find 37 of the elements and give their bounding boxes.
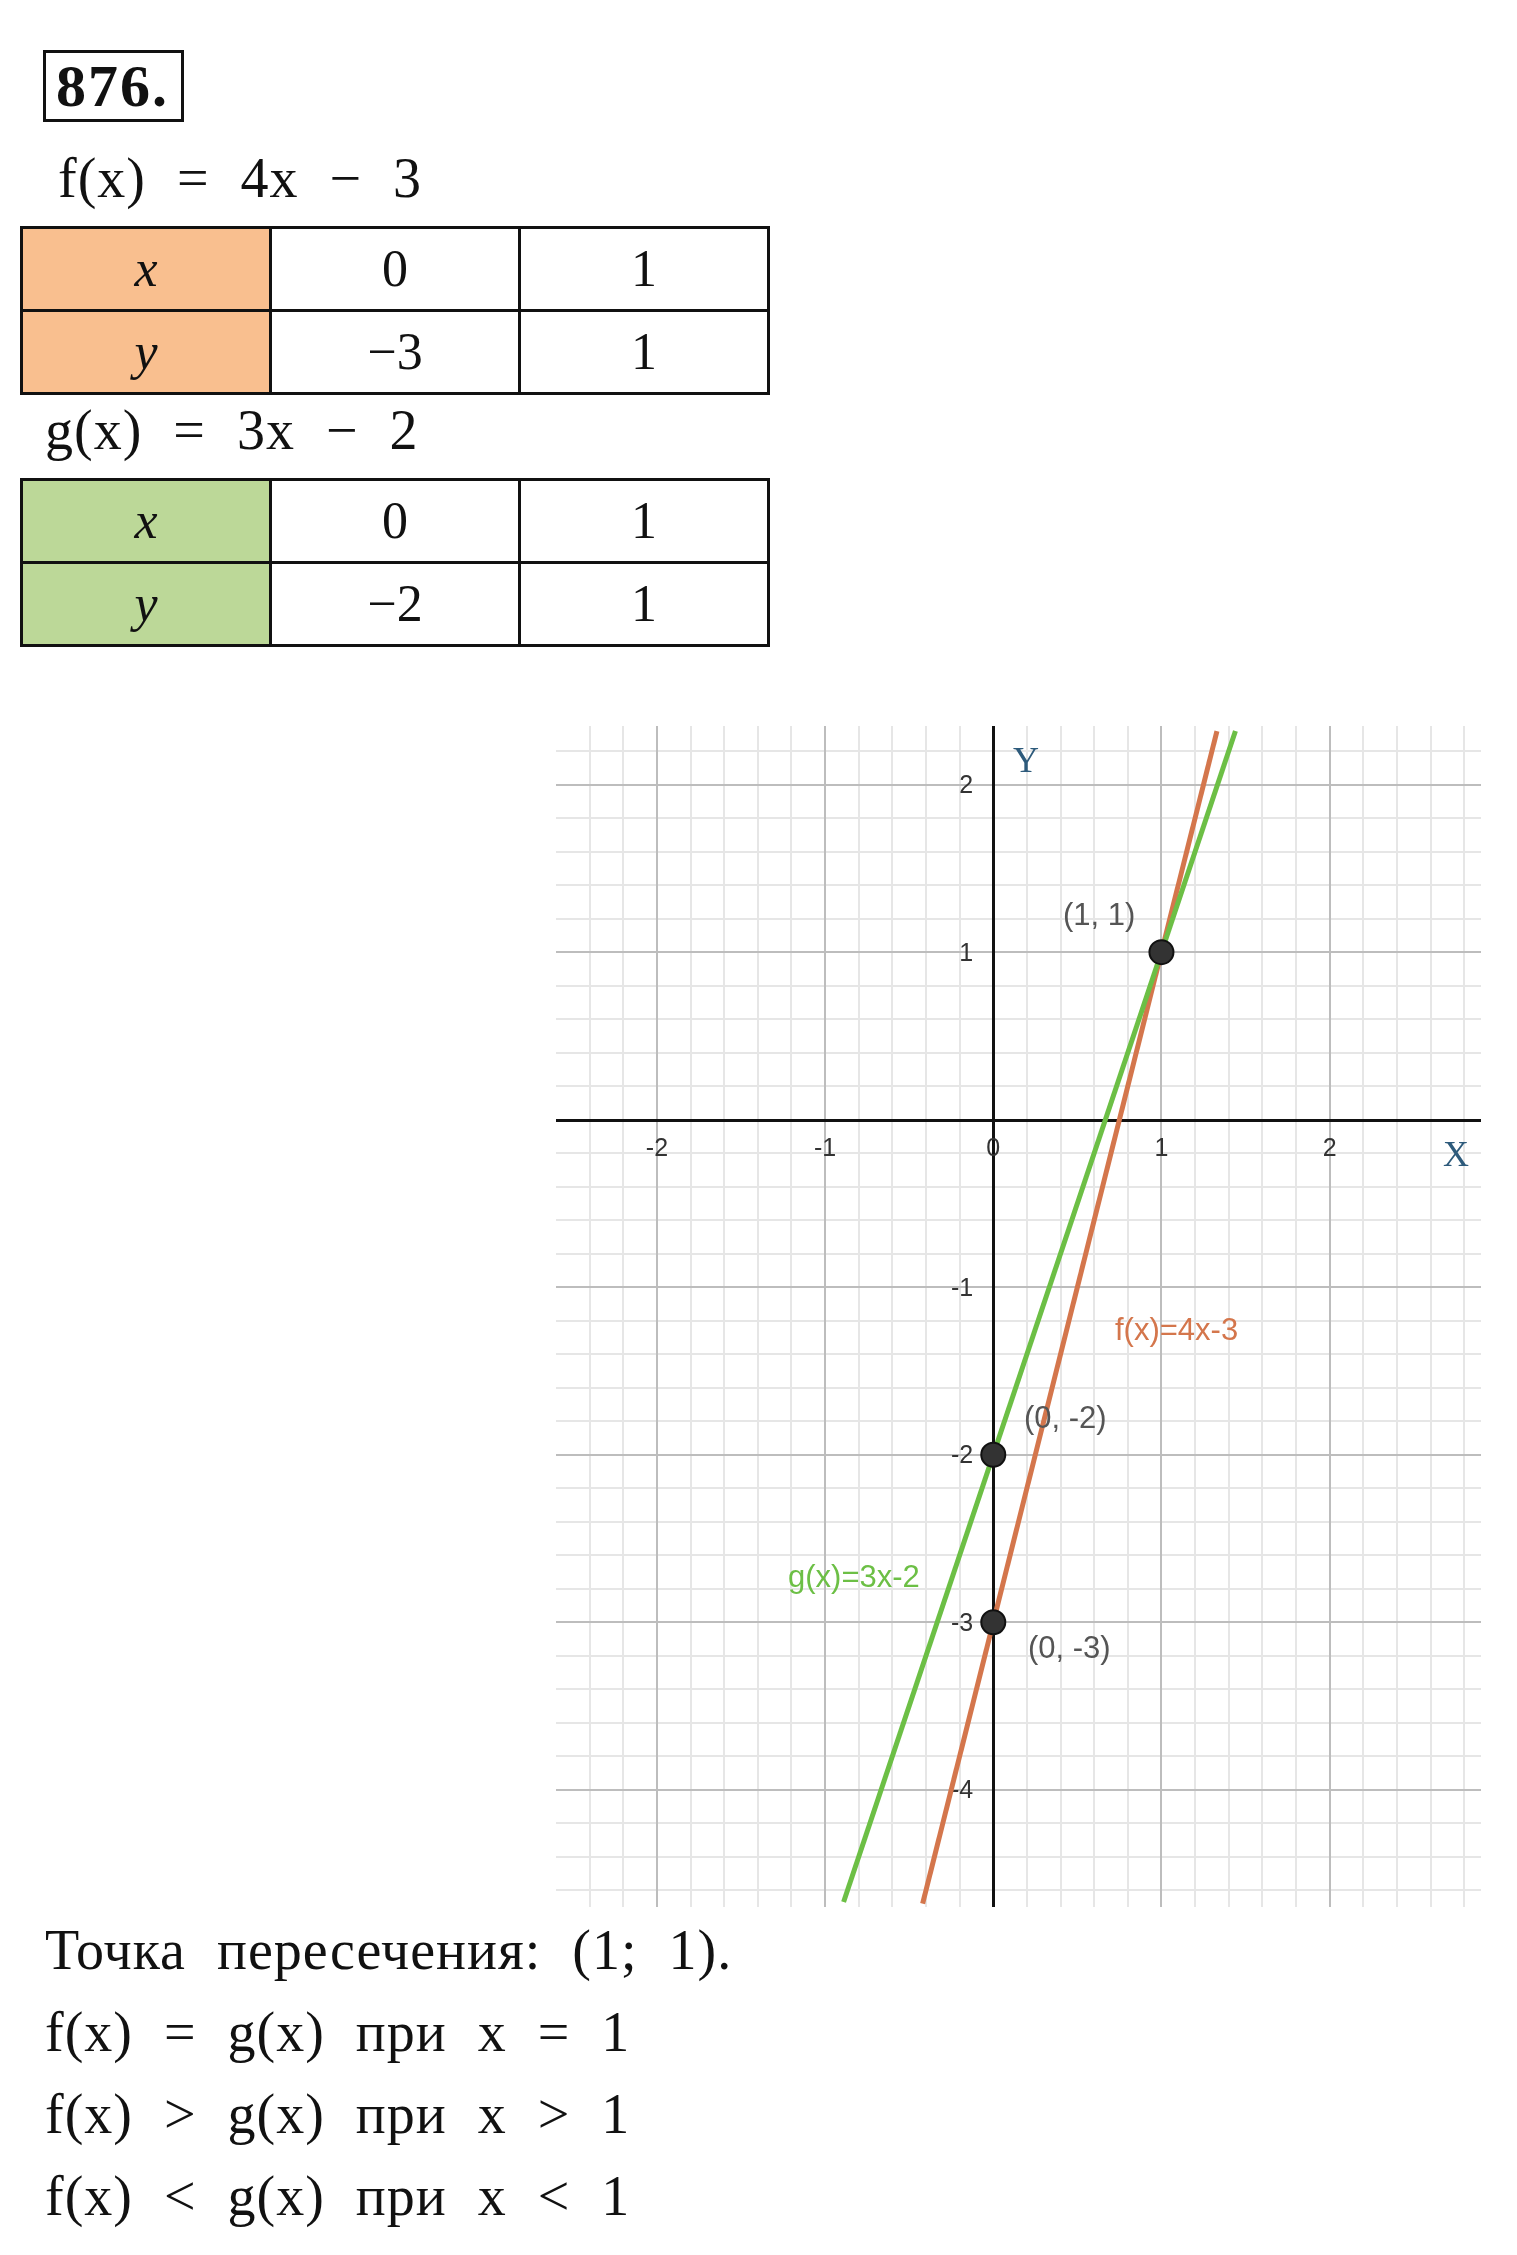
y-tick-label: -3 xyxy=(951,1607,974,1636)
series-label: f(x)=4x-3 xyxy=(1115,1312,1239,1347)
text: 0 xyxy=(270,479,520,563)
point xyxy=(980,1441,1007,1468)
text: x xyxy=(21,227,271,311)
chart-title: 876. xyxy=(43,50,184,122)
text: 1 xyxy=(519,310,769,394)
x-tick-label: -2 xyxy=(645,1132,669,1161)
text: 1 xyxy=(519,562,769,646)
x-tick-label: 2 xyxy=(1322,1132,1337,1161)
text: g(x) = 3x − 2 xyxy=(45,399,419,461)
y-tick-label: 1 xyxy=(959,937,974,966)
text: 0 xyxy=(270,227,520,311)
y-tick-label: -4 xyxy=(951,1775,974,1804)
annotation: (0, -3) xyxy=(1028,1630,1111,1665)
text: f(x) > g(x) при x > 1 xyxy=(45,2083,631,2145)
text: 1 xyxy=(519,479,769,563)
x-tick-label: -1 xyxy=(813,1132,837,1161)
text: f(x) < g(x) при x < 1 xyxy=(45,2165,631,2227)
text: y xyxy=(21,562,271,646)
text: Точка пересечения: (1; 1). xyxy=(45,1919,733,1981)
text: x xyxy=(21,479,271,563)
x-tick-label: 1 xyxy=(1154,1132,1169,1161)
y-axis-title: Y xyxy=(1013,740,1039,780)
text: f(x) = 4x − 3 xyxy=(58,147,423,209)
x-axis-title: X xyxy=(1443,1134,1469,1174)
text: y xyxy=(21,310,271,394)
point xyxy=(1148,939,1175,966)
y-tick-label: -2 xyxy=(951,1440,974,1469)
series-label: g(x)=3x-2 xyxy=(788,1559,920,1594)
text: f(x) = g(x) при x = 1 xyxy=(45,2001,631,2063)
y-tick-label: 2 xyxy=(959,770,974,799)
y-tick-label: -1 xyxy=(951,1272,974,1301)
text: −3 xyxy=(270,310,520,394)
text: −2 xyxy=(270,562,520,646)
point xyxy=(980,1609,1007,1636)
text: 1 xyxy=(519,227,769,311)
